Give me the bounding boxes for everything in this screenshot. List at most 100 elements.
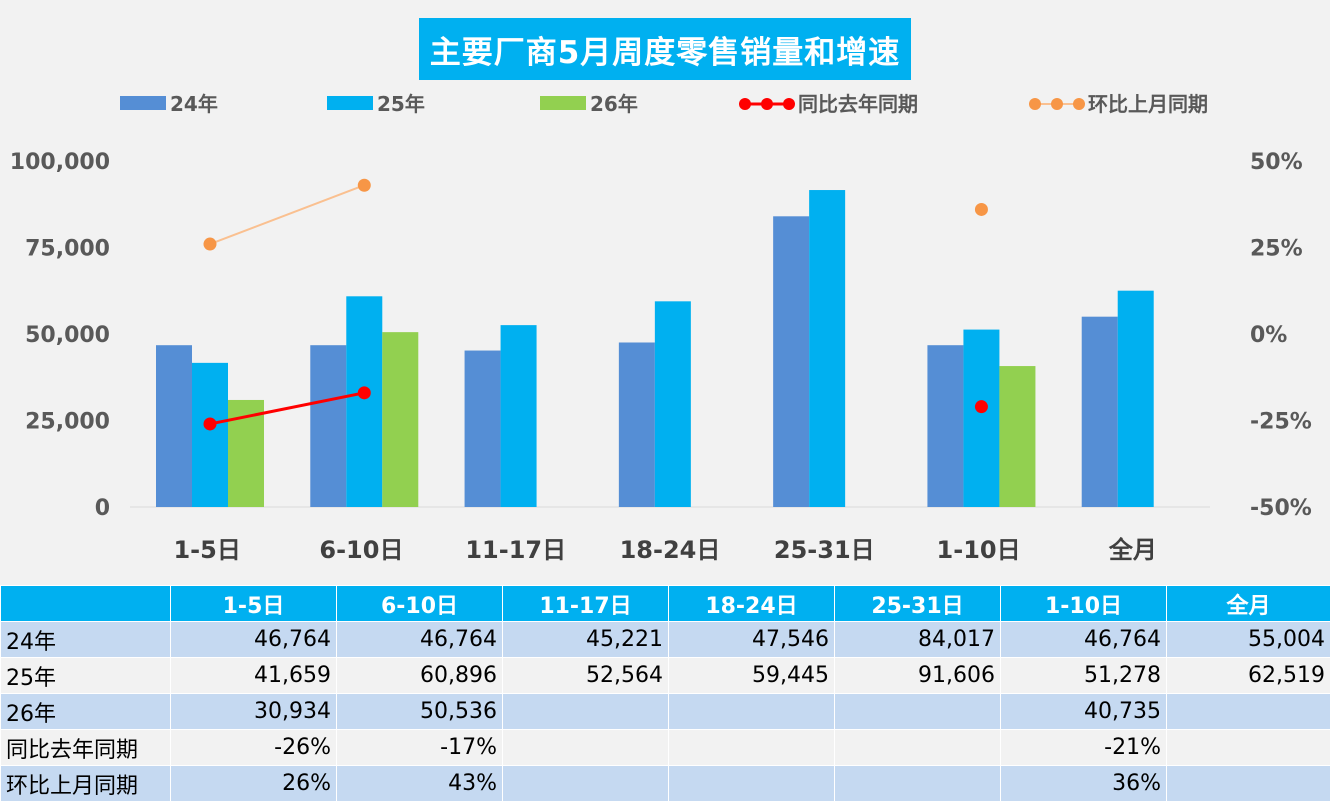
table-cell: 55,004 — [1166, 621, 1330, 658]
table-cell: 62,519 — [1166, 657, 1330, 694]
header-cell: 全月 — [1166, 585, 1330, 622]
legend-swatch-24年 — [120, 96, 166, 110]
table-row: 环比上月同期 26% 43% 36% — [0, 765, 1330, 802]
bar-24年 — [310, 345, 347, 507]
table-cell: 47,546 — [668, 621, 835, 658]
bar-24年 — [927, 345, 964, 507]
bar-26年 — [999, 366, 1036, 507]
bar-24年 — [1081, 316, 1118, 507]
bar-25年 — [500, 325, 537, 507]
bar-25年 — [192, 362, 228, 507]
bar-24年 — [156, 345, 192, 507]
table-row: 同比去年同期 -26% -17% -21% — [0, 729, 1330, 766]
header-cell: 18-24日 — [668, 585, 835, 622]
table-cell — [834, 765, 1001, 802]
table-row: 24年 46,764 46,764 45,221 47,546 84,017 4… — [0, 621, 1330, 658]
y2-tick-label: 50% — [1250, 150, 1303, 175]
table-cell — [1166, 729, 1330, 766]
bar-25年 — [809, 190, 846, 507]
line-point-同比去年同期 — [357, 386, 371, 400]
line-segment-同比去年同期 — [209, 391, 365, 426]
chart-svg: 0 25,000 50,000 75,000 100,000 -50% -25% 0% 25% 5… — [10, 92, 1312, 564]
table-cell: 60,896 — [336, 657, 503, 694]
table-cell — [1166, 693, 1330, 730]
y-tick-label: 50,000 — [25, 323, 110, 348]
line-segment-环比上月同期 — [209, 184, 365, 245]
legend-marker-同比去年同期 — [783, 98, 795, 110]
table-cell — [502, 693, 669, 730]
bar-26年 — [382, 332, 419, 507]
x-tick-label: 11-17日 — [465, 536, 566, 564]
table-cell: 91,606 — [834, 657, 1001, 694]
legend-marker-环比上月同期 — [1051, 98, 1063, 110]
line-point-同比去年同期 — [203, 417, 217, 431]
table-cell: 59,445 — [668, 657, 835, 694]
table-cell — [502, 729, 669, 766]
table-cell: 50,536 — [336, 693, 503, 730]
header-cell: 1-5日 — [170, 585, 337, 622]
header-cell: 1-10日 — [1000, 585, 1167, 622]
row-label: 26年 — [0, 693, 171, 730]
table-cell: -26% — [170, 729, 337, 766]
x-tick-label: 全月 — [1108, 536, 1157, 564]
table-cell: 43% — [336, 765, 503, 802]
y2-tick-label: -50% — [1250, 496, 1312, 521]
x-tick-label: 1-10日 — [937, 536, 1021, 564]
legend-label: 25年 — [377, 92, 425, 116]
row-label: 24年 — [0, 621, 171, 658]
legend-label: 24年 — [170, 92, 218, 116]
bar-25年 — [1117, 290, 1154, 507]
row-label: 同比去年同期 — [0, 729, 171, 766]
table-cell: 41,659 — [170, 657, 337, 694]
table-cell: -17% — [336, 729, 503, 766]
y-tick-label: 75,000 — [25, 237, 110, 262]
header-cell: 25-31日 — [834, 585, 1001, 622]
table-cell: 46,764 — [170, 621, 337, 658]
legend-marker-环比上月同期 — [1029, 98, 1041, 110]
table-cell — [668, 693, 835, 730]
table-cell: 46,764 — [1000, 621, 1167, 658]
x-tick-label: 1-5日 — [173, 536, 240, 564]
line-point-环比上月同期 — [974, 202, 988, 216]
line-point-同比去年同期 — [974, 400, 988, 414]
legend-label: 同比去年同期 — [798, 92, 918, 116]
bar-24年 — [618, 342, 655, 507]
y-tick-label: 0 — [95, 496, 110, 521]
bar-24年 — [773, 216, 810, 507]
table-cell — [834, 693, 1001, 730]
table-cell: 84,017 — [834, 621, 1001, 658]
table-cell — [668, 765, 835, 802]
chart-title: 主要厂商5月周度零售销量和增速 — [419, 18, 911, 80]
header-cell: 6-10日 — [336, 585, 503, 622]
table-cell: 46,764 — [336, 621, 503, 658]
y-tick-label: 100,000 — [10, 150, 110, 175]
table-row: 25年 41,659 60,896 52,564 59,445 91,606 5… — [0, 657, 1330, 694]
table-cell: 36% — [1000, 765, 1167, 802]
line-point-环比上月同期 — [357, 178, 371, 192]
legend-marker-同比去年同期 — [761, 98, 773, 110]
chart-area: 0 25,000 50,000 75,000 100,000 -50% -25% 0% 25% 5… — [0, 0, 1330, 585]
row-label: 25年 — [0, 657, 171, 694]
table-cell: 26% — [170, 765, 337, 802]
table-cell: 30,934 — [170, 693, 337, 730]
y2-tick-label: 25% — [1250, 237, 1303, 262]
y2-tick-label: -25% — [1250, 410, 1312, 435]
table-cell: -21% — [1000, 729, 1167, 766]
bar-25年 — [963, 329, 1000, 507]
legend-swatch-25年 — [327, 96, 373, 110]
data-table: 1-5日 6-10日 11-17日 18-24日 25-31日 1-10日 全月… — [0, 585, 1330, 802]
bar-25年 — [654, 301, 691, 507]
y2-tick-label: 0% — [1250, 323, 1287, 348]
legend-label: 环比上月同期 — [1088, 92, 1208, 116]
x-tick-label: 25-31日 — [774, 536, 875, 564]
header-cell: 11-17日 — [502, 585, 669, 622]
table-header-row: 1-5日 6-10日 11-17日 18-24日 25-31日 1-10日 全月 — [0, 585, 1330, 622]
y-tick-label: 25,000 — [25, 410, 110, 435]
legend-label: 26年 — [590, 92, 638, 116]
bar-24年 — [464, 350, 501, 507]
row-label: 环比上月同期 — [0, 765, 171, 802]
table-cell: 40,735 — [1000, 693, 1167, 730]
bar-25年 — [346, 296, 383, 507]
line-point-环比上月同期 — [203, 237, 217, 251]
table-cell — [834, 729, 1001, 766]
